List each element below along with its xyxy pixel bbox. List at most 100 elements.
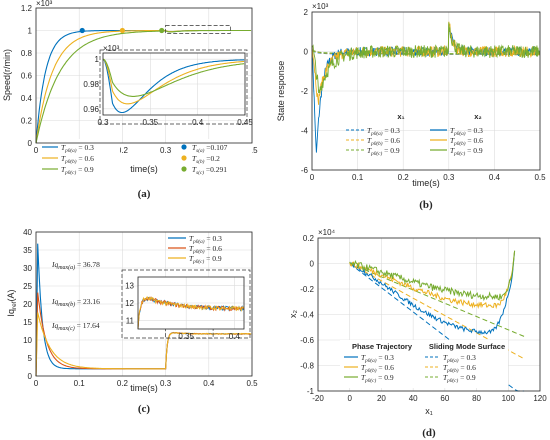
x-tick-label: 0.1 [74,379,86,388]
axes-frame [137,276,245,330]
y-axis-label: State response [276,61,286,122]
y-tick-label: 0.6 [21,72,33,81]
x-tick-label: 0 [310,173,315,182]
axes-frame [35,7,253,144]
x-tick-label: 20 [377,394,386,403]
x-tick-label: 0.35 [178,332,194,341]
x-tick-label: 120 [533,394,547,403]
phase-trajectory-line [349,250,516,310]
legend-entry: Tp0(c) = 0.9 [61,165,94,176]
inset-dashed-border [121,269,251,339]
y-tick-label: 0.4 [21,94,33,103]
legend-symbol: T [192,143,197,152]
legend-symbol: T [61,143,66,152]
legend-value: = 0.6 [377,363,395,372]
x-tick-label: 0.2 [117,146,129,155]
legend-symbol: T [361,373,366,382]
legend-value: = 0.6 [383,136,401,145]
x-tick-label: 0.5 [534,173,546,182]
sliding-surface-line [349,263,525,392]
y-tick-label: 13 [125,282,134,291]
legend-value: = 0.3 [383,126,401,135]
y-exponent-label: ×10³ [36,0,53,8]
y-tick-label: -1 [307,387,315,396]
legend-subscript: p0(b) [192,248,205,255]
legend-subscript: p0(b) [64,158,77,165]
inset-speed-line [102,58,245,114]
legend-subscript: p0(b) [370,140,383,147]
y-tick-label: 35 [23,246,32,255]
x-tick-label: 0 [34,379,39,388]
legend-bg [340,340,508,388]
legend-symbol: T [367,126,372,135]
zoom-box [165,25,231,34]
y-tick-label: 2 [304,8,309,17]
legend-value: = 0.9 [465,146,483,155]
panel-label: (a) [138,188,151,200]
legend-entry: Tp0(b) = 0.6 [361,363,394,374]
x-tick-label: 0.5 [246,379,258,388]
y-tick-label: -0.2 [300,285,314,294]
inset-dashed-border [99,49,248,125]
y-tick-label: 0 [28,139,33,148]
legend-symbol: T [189,234,194,243]
speed-line [35,29,251,144]
sliding-surface-line [349,263,525,360]
legend-value: = 0.6 [459,363,477,372]
inset-speed-line [102,58,245,97]
legend-head-phase: Phase Trajectory [352,342,413,351]
x-tick-label: 0.3 [97,118,109,127]
legend-entry: Tp0(b) = 0.6 [61,154,94,165]
y-axis-label: Iqref(A) [6,289,18,316]
panel-label: (b) [419,199,433,211]
legend-marker [181,166,187,172]
legend-subscript: p0(a) [192,238,205,245]
x-tick-label: 0.3 [160,146,172,155]
y-tick-label: 0 [310,260,315,269]
y-tick-label: 5 [28,354,33,363]
legend-subscript: p0(a) [453,130,466,137]
x-tick-label: 0.4 [203,379,215,388]
legend-symbol: T [367,146,372,155]
legend-subscript: p0(b) [453,140,466,147]
axes-b: 0 0.1 0.2 0.3 0.4 0.5 -6 -4 -2 0 2×10³ x₁ x₂ Tp0(a) =… [276,2,546,211]
legend-subscript: p0(c) [64,169,76,176]
x-axis-label: time(s) [130,383,158,393]
legend-value: =0.2 [204,154,220,163]
legend-value: =0.107 [204,143,227,152]
y-tick-label: 12 [125,299,134,308]
legend-symbol: Iq [51,297,58,306]
y-tick-label: -6 [301,166,309,175]
legend-entry: Tp0(b) = 0.6 [450,136,483,147]
legend-subscript: p0(a) [64,147,77,154]
x-tick-label: 0.4 [489,173,501,182]
legend-value: = 0.6 [205,244,223,253]
legend-symbol: T [367,136,372,145]
axes-c-inset: 0.35 0.4 11 12 13 [125,276,245,341]
legend-subscript: p0(b) [446,367,459,374]
legend2-bg [176,139,252,177]
legend-subscript: s(c) [196,169,204,176]
y-tick-label: 1.2 [21,4,33,13]
legend-symbol: T [443,363,448,372]
x-tick-label: 0.2 [117,379,129,388]
x-tick-label: 80 [472,394,481,403]
y-axis-label-part: (A) [6,289,16,301]
x-tick-label: 0.5 [246,146,258,155]
legend-symbol: T [189,254,194,263]
legend-symbol: T [443,353,448,362]
x-tick-label: 0.4 [229,332,241,341]
legend-subscript: s(b) [196,158,204,165]
y-tick-label: 10 [23,336,32,345]
y-tick-label: 0.98 [83,80,99,89]
settling-time-marker [119,27,125,34]
legend-value: = 0.9 [382,146,400,155]
x2-line [311,22,541,94]
x-tick-label: 60 [440,394,449,403]
x-axis-label: x₁ [425,406,433,416]
y-tick-label: -4 [301,127,309,136]
legend-entry: Tp0(a) = 0.3 [443,353,476,364]
x-tick-label: 100 [502,394,516,403]
settling-time-marker [159,27,165,34]
